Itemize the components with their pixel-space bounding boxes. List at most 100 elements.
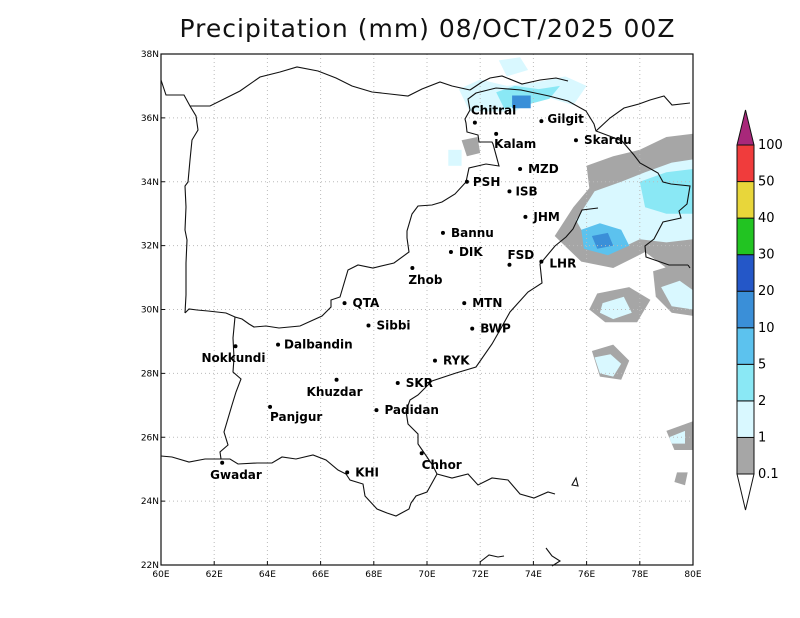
y-tick-label: 30N [141, 306, 159, 316]
grid-lines [161, 54, 693, 565]
city-label: Chitral [471, 104, 516, 118]
city-label: Khuzdar [307, 385, 363, 399]
city-label: Skardu [584, 133, 632, 147]
pakistan-border [184, 87, 691, 329]
x-tick-label: 64E [259, 570, 276, 580]
precip-area-2 [512, 95, 531, 109]
city-label: DIK [459, 245, 483, 259]
x-tick-label: 74E [525, 570, 542, 580]
colorbar-upper-arrow [736, 109, 755, 146]
city-label: Kalam [494, 137, 536, 151]
x-tick-label: 70E [418, 570, 435, 580]
iran-pakistan-border [219, 316, 242, 460]
city-marker [462, 301, 467, 306]
colorbar-label: 40 [758, 211, 775, 226]
colorbar-label: 30 [758, 248, 775, 263]
city-marker [518, 166, 523, 171]
axis-ticks: 60E 62E 64E 66E 68E 70E 72E 74E 76E 78E 80E 22N 24N 2… [141, 50, 702, 580]
city-marker [276, 342, 281, 347]
x-tick-label: 60E [152, 570, 169, 580]
city-marker [342, 301, 347, 306]
x-tick-label: 72E [472, 570, 489, 580]
city-label: Padidan [384, 403, 439, 417]
colorbar-swatch [736, 327, 755, 365]
city-marker [410, 265, 415, 270]
colorbar-swatch [736, 400, 755, 438]
city-label: SKR [406, 376, 433, 390]
y-tick-label: 34N [141, 178, 159, 188]
x-tick-label: 80E [684, 570, 701, 580]
colorbar-label: 10 [758, 321, 775, 336]
island-mark [571, 476, 579, 487]
y-tick-label: 22N [141, 561, 159, 571]
city-marker [472, 120, 477, 125]
colorbar-swatch [736, 363, 755, 402]
precip-area-3 [498, 57, 529, 77]
city-label: JHM [532, 210, 559, 224]
city-label: Gwadar [210, 468, 262, 482]
india-border-east [687, 264, 691, 269]
colorbar-swatch [736, 217, 755, 256]
city-marker [573, 138, 578, 143]
colorbar-swatch [736, 144, 755, 183]
colorbar-label: 50 [758, 175, 775, 190]
colorbar-swatch [736, 181, 755, 219]
city-label: MTN [472, 296, 502, 310]
x-tick-label: 78E [631, 570, 648, 580]
colorbar-label: 1 [758, 430, 766, 445]
precip-area-16 [661, 280, 693, 310]
x-tick-label: 66E [312, 570, 329, 580]
city-label: Dalbandin [284, 338, 353, 352]
city-label: PSH [473, 175, 500, 189]
city-marker [494, 131, 499, 136]
city-marker [268, 404, 273, 409]
y-tick-label: 38N [141, 50, 159, 60]
city-marker [539, 259, 544, 264]
city-marker [334, 377, 339, 382]
city-label: QTA [353, 296, 380, 310]
city-label: MZD [528, 162, 559, 176]
city-marker [464, 179, 469, 184]
city-label: Panjgur [270, 410, 322, 424]
city-marker [220, 460, 225, 465]
city-label: KHI [355, 465, 379, 479]
precip-area-8 [639, 169, 693, 214]
city-marker [507, 262, 512, 267]
precip-area-19 [674, 472, 688, 486]
colorbar-swatch [736, 290, 755, 329]
y-tick-label: 24N [141, 497, 159, 507]
city-label: ISB [515, 184, 537, 198]
x-tick-label: 68E [365, 570, 382, 580]
chart-title: Precipitation (mm) 08/OCT/2025 00Z [179, 14, 676, 43]
city-marker [233, 344, 238, 349]
colorbar-label: 100 [758, 138, 783, 153]
colorbar-label: 20 [758, 284, 775, 299]
colorbar: 0.1 1 2 5 10 20 30 40 50 100 [736, 109, 783, 511]
city-marker [419, 451, 424, 456]
city-marker [432, 358, 437, 363]
pakistan-coast [160, 454, 438, 517]
precip-area-5 [448, 149, 462, 166]
pak-india-border [405, 207, 599, 475]
precip-area-4 [461, 137, 481, 157]
colorbar-swatch [736, 436, 755, 475]
colorbar-label: 2 [758, 394, 766, 409]
city-marker [539, 119, 544, 124]
city-marker [366, 323, 371, 328]
city-label: Sibbi [376, 318, 410, 332]
y-tick-label: 32N [141, 242, 159, 252]
city-marker [507, 189, 512, 194]
city-marker [345, 470, 350, 475]
india-china-border [595, 95, 691, 132]
precip-area-10 [591, 232, 614, 249]
city-marker [448, 250, 453, 255]
tajik-border [469, 75, 569, 91]
city-label: Chhor [422, 458, 462, 472]
city-label: Gilgit [547, 112, 584, 126]
city-label: Zhob [408, 273, 442, 287]
y-tick-label: 28N [141, 369, 159, 379]
city-marker [374, 408, 379, 413]
colorbar-swatch [736, 254, 755, 292]
city-marker [523, 214, 528, 219]
